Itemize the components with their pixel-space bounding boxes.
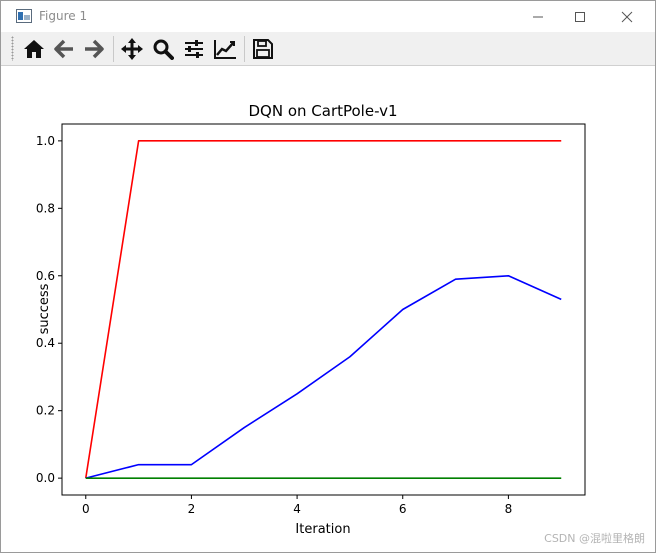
title-bar: Figure 1 xyxy=(1,1,655,32)
close-button[interactable] xyxy=(604,1,650,32)
toolbar-separator xyxy=(113,36,114,62)
y-ticks: 0.0 0.2 0.4 0.6 0.8 1.0 xyxy=(36,134,62,485)
window-title: Figure 1 xyxy=(39,9,88,23)
back-button[interactable] xyxy=(51,36,77,62)
chart-title: DQN on CartPole-v1 xyxy=(248,102,397,120)
maximize-button[interactable] xyxy=(557,1,603,32)
pan-button[interactable] xyxy=(119,36,145,62)
zoom-icon xyxy=(153,39,174,60)
watermark: CSDN @混啦里格朗 xyxy=(544,532,645,545)
home-button[interactable] xyxy=(21,36,47,62)
home-icon xyxy=(24,40,44,58)
series-line-1 xyxy=(84,140,562,479)
edit-axis-button[interactable] xyxy=(212,36,238,62)
app-icon xyxy=(16,9,32,23)
forward-button[interactable] xyxy=(81,36,107,62)
figure-canvas[interactable]: DQN on CartPole-v1 Iteration success 0 2 4… xyxy=(1,66,655,552)
y-tick-label: 0.2 xyxy=(36,404,55,418)
maximize-icon xyxy=(575,11,585,22)
x-tick-label: 4 xyxy=(293,502,301,516)
zoom-button[interactable] xyxy=(150,36,176,62)
axes-frame xyxy=(61,123,586,496)
save-button[interactable] xyxy=(250,36,276,62)
forward-arrow-icon xyxy=(85,39,104,59)
edit-axis-icon xyxy=(214,40,236,59)
minimize-icon xyxy=(533,16,543,17)
y-tick-label: 0.0 xyxy=(36,471,55,485)
close-icon xyxy=(621,11,633,22)
y-tick-label: 0.6 xyxy=(36,269,55,283)
back-arrow-icon xyxy=(54,39,73,59)
toolbar-separator xyxy=(244,36,245,62)
series-line-2 xyxy=(85,274,562,479)
x-ticks: 0 2 4 6 8 xyxy=(82,495,512,516)
y-tick-label: 0.4 xyxy=(36,336,55,350)
y-axis-label: success xyxy=(37,283,52,334)
y-tick-label: 0.8 xyxy=(36,201,55,215)
configure-subplots-icon xyxy=(185,40,203,58)
minimize-button[interactable] xyxy=(515,1,561,32)
toolbar-grip[interactable] xyxy=(11,36,14,61)
configure-subplots-button[interactable] xyxy=(181,36,207,62)
pan-icon xyxy=(121,38,143,60)
x-axis-label: Iteration xyxy=(295,522,350,537)
x-tick-label: 8 xyxy=(505,502,513,516)
save-icon xyxy=(253,39,273,59)
series-lines xyxy=(84,140,562,479)
y-tick-label: 1.0 xyxy=(36,134,55,148)
navigation-toolbar xyxy=(1,32,655,66)
x-tick-label: 2 xyxy=(188,502,196,516)
x-tick-label: 0 xyxy=(82,502,90,516)
x-tick-label: 6 xyxy=(399,502,407,516)
